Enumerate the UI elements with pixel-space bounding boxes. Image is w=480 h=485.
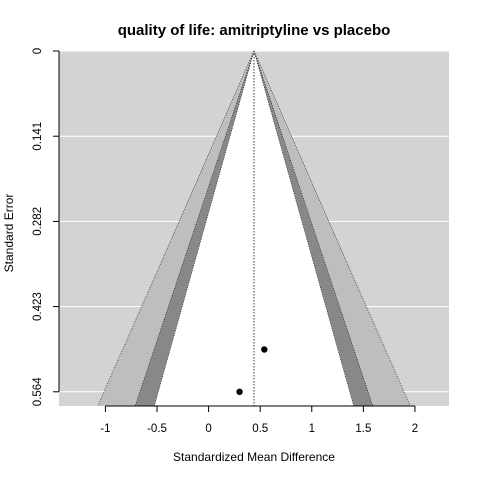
y-tick-label-0: 0 [32,48,44,54]
study-point-1 [236,388,243,395]
chart-title: quality of life: amitriptyline vs placeb… [118,22,391,39]
y-axis-label: Standard Error [2,194,16,273]
y-tick-label-1: 0.141 [32,122,44,151]
x-tick-label-5: 1.5 [355,423,371,435]
x-tick-label-3: 0.5 [252,423,268,435]
x-tick-label-1: -0.5 [147,423,167,435]
x-tick-label-4: 1 [309,423,315,435]
study-point-0 [261,346,268,353]
y-tick-label-3: 0.423 [32,292,44,321]
x-axis-label: Standardized Mean Difference [173,450,335,464]
funnel-edge-right-2 [253,50,411,407]
x-tick-label-2: 0 [205,423,211,435]
funnel-edge-left-2 [97,50,255,407]
y-tick-label-4: 0.564 [32,377,44,406]
x-tick-label-6: 2 [412,423,418,435]
x-tick-label-0: -1 [100,423,110,435]
y-tick-label-2: 0.282 [32,207,44,236]
